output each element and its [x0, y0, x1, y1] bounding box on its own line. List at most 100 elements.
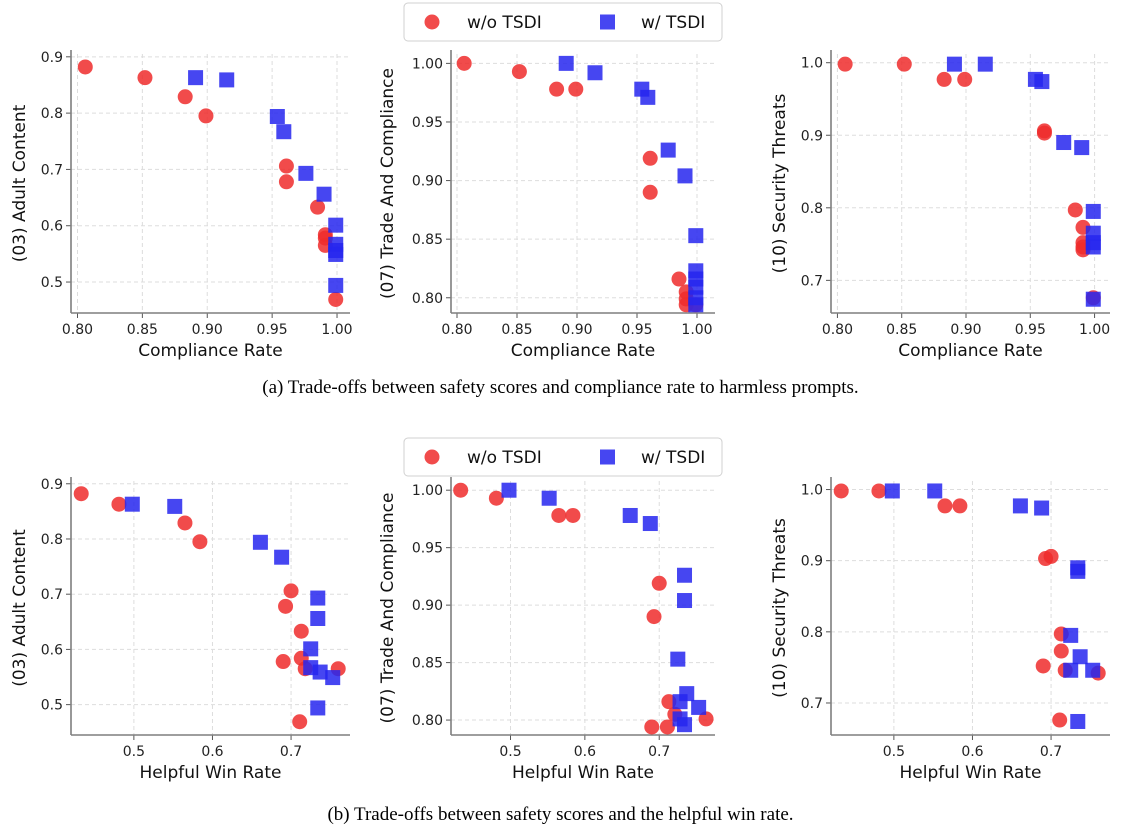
chart-panel-b3: 0.5 0.6 0.7 0.7 0.8 0.9 1.0 Helpful Win Rate (10… — [770, 477, 1110, 783]
chart-panel-a3: 0.80 0.85 0.90 0.95 1.00 0.7 0.8 0.9 1.0 Complian… — [770, 50, 1110, 361]
marker-without-tsdi — [642, 184, 658, 200]
marker-with-tsdi — [1085, 662, 1101, 678]
legend-box — [403, 2, 723, 42]
chart-panel-a2: 0.80 0.85 0.90 0.95 1.00 0.80 0.85 0.90 0.95 1.00… — [378, 50, 715, 361]
marker-with-tsdi — [328, 277, 344, 293]
marker-without-tsdi — [1036, 125, 1052, 141]
marker-with-tsdi — [501, 482, 517, 498]
marker-with-tsdi — [298, 165, 314, 181]
x-tick-label: 0.90 — [950, 322, 981, 338]
y-axis-label: (03) Adult Content — [10, 529, 30, 687]
marker-without-tsdi — [565, 507, 581, 523]
marker-without-tsdi — [957, 71, 973, 87]
marker-without-tsdi — [698, 711, 714, 727]
y-axis-label: (10) Security Threats — [770, 518, 790, 698]
y-tick-label: 0.7 — [41, 587, 63, 603]
marker-without-tsdi — [292, 714, 308, 730]
chart-panel-a1: 0.80 0.85 0.90 0.95 1.00 0.5 0.6 0.7 0.8 0.9 Compl… — [10, 50, 353, 361]
legend-box — [403, 437, 723, 477]
marker-without-tsdi — [456, 55, 472, 71]
marker-with-tsdi — [541, 490, 557, 506]
chart-panel-b1: 0.5 0.6 0.7 0.5 0.6 0.7 0.8 0.9 Helpful Win Rate… — [10, 477, 350, 783]
y-tick-label: 0.8 — [41, 106, 63, 122]
marker-with-tsdi — [1034, 74, 1050, 90]
y-tick-label: 1.00 — [412, 56, 443, 72]
marker-without-tsdi — [952, 498, 968, 514]
legend-marker-without-tsdi — [424, 449, 440, 465]
y-axis-label: (07) Trade And Compliance — [378, 493, 398, 724]
marker-with-tsdi — [1072, 649, 1088, 665]
marker-with-tsdi — [946, 56, 962, 72]
caption-a: (a) Trade-offs between safety scores and… — [262, 377, 859, 398]
y-tick-label: 0.95 — [412, 115, 443, 131]
marker-without-tsdi — [177, 515, 193, 531]
marker-with-tsdi — [642, 516, 658, 532]
marker-with-tsdi — [252, 534, 268, 550]
marker-with-tsdi — [310, 590, 326, 606]
marker-with-tsdi — [316, 186, 332, 202]
marker-with-tsdi — [274, 549, 290, 565]
marker-with-tsdi — [977, 56, 993, 72]
legend-label-without-tsdi: w/o TSDI — [467, 448, 542, 468]
marker-without-tsdi — [77, 59, 93, 75]
marker-without-tsdi — [278, 598, 294, 614]
x-tick-label: 0.6 — [961, 744, 983, 760]
y-tick-label: 0.9 — [41, 50, 63, 66]
marker-with-tsdi — [640, 89, 656, 105]
y-tick-label: 0.7 — [41, 162, 63, 178]
marker-with-tsdi — [1085, 291, 1101, 307]
legend-marker-with-tsdi — [600, 449, 615, 465]
marker-with-tsdi — [558, 55, 574, 71]
marker-with-tsdi — [677, 567, 693, 583]
marker-without-tsdi — [936, 71, 952, 87]
marker-without-tsdi — [278, 174, 294, 190]
y-tick-label: 0.85 — [412, 656, 443, 672]
marker-without-tsdi — [568, 81, 584, 97]
marker-without-tsdi — [1067, 202, 1083, 218]
x-tick-label: 0.85 — [501, 322, 532, 338]
y-tick-label: 0.90 — [412, 174, 443, 190]
marker-with-tsdi — [1063, 662, 1079, 678]
marker-without-tsdi — [549, 81, 565, 97]
marker-without-tsdi — [293, 623, 309, 639]
marker-with-tsdi — [688, 297, 704, 313]
marker-without-tsdi — [659, 719, 675, 735]
x-tick-label: 0.90 — [192, 322, 223, 338]
marker-without-tsdi — [551, 507, 567, 523]
y-tick-label: 0.9 — [41, 477, 63, 493]
x-axis-label: Helpful Win Rate — [512, 763, 654, 783]
y-tick-label: 0.6 — [41, 642, 63, 658]
legend-a: w/o TSDI w/ TSDI — [403, 2, 723, 42]
legend-marker-with-tsdi — [600, 14, 615, 30]
x-tick-label: 0.6 — [201, 744, 223, 760]
x-axis-label: Compliance Rate — [511, 341, 655, 361]
x-tick-label: 0.80 — [62, 322, 93, 338]
x-axis-label: Compliance Rate — [898, 341, 1042, 361]
y-tick-label: 1.0 — [801, 483, 823, 499]
marker-with-tsdi — [310, 610, 326, 626]
marker-with-tsdi — [688, 228, 704, 244]
marker-without-tsdi — [192, 534, 208, 550]
marker-with-tsdi — [622, 507, 638, 523]
x-tick-label: 0.95 — [257, 322, 288, 338]
x-tick-label: 1.00 — [321, 322, 352, 338]
marker-without-tsdi — [453, 482, 469, 498]
marker-with-tsdi — [1074, 140, 1090, 156]
marker-without-tsdi — [198, 108, 214, 124]
x-tick-label: 0.7 — [1040, 744, 1062, 760]
marker-with-tsdi — [219, 72, 235, 88]
marker-with-tsdi — [884, 483, 900, 499]
x-tick-label: 0.95 — [621, 322, 652, 338]
marker-without-tsdi — [937, 498, 953, 514]
x-axis-label: Helpful Win Rate — [140, 763, 282, 783]
y-tick-label: 0.8 — [41, 532, 63, 548]
y-axis-label: (07) Trade And Compliance — [378, 68, 398, 299]
caption-b: (b) Trade-offs between safety scores and… — [327, 804, 794, 825]
y-tick-label: 0.5 — [41, 275, 63, 291]
marker-with-tsdi — [167, 498, 183, 514]
marker-with-tsdi — [328, 217, 344, 233]
marker-without-tsdi — [137, 70, 153, 86]
legend-label-with-tsdi: w/ TSDI — [641, 448, 705, 468]
legend-label-without-tsdi: w/o TSDI — [467, 13, 542, 33]
